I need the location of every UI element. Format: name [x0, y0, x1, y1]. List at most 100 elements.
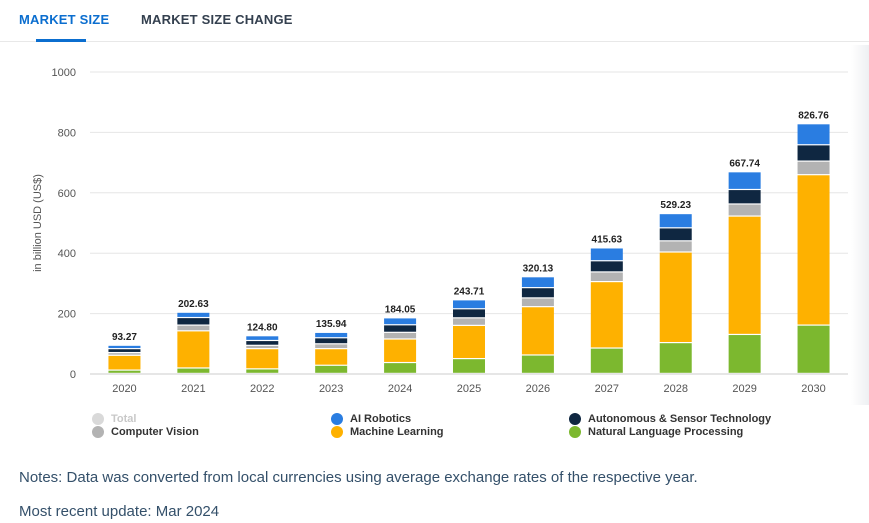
- bar-stack-2024[interactable]: [384, 318, 417, 373]
- bar-segment[interactable]: [797, 124, 830, 145]
- bar-segment[interactable]: [590, 348, 623, 373]
- bar-segment[interactable]: [590, 272, 623, 281]
- bar-segment[interactable]: [797, 175, 830, 325]
- y-axis-ticks: 0 200 400 600 800 1000: [52, 67, 76, 381]
- legend-item-total[interactable]: Total: [92, 413, 136, 425]
- legend-label: Computer Vision: [111, 426, 199, 438]
- x-tick-label: 2020: [112, 383, 136, 395]
- bars: 93.27 202.63 124.80 135.94 184.05 243.71 320.1…: [108, 110, 830, 373]
- legend-item-autonomous-sensor[interactable]: Autonomous & Sensor Technology: [569, 413, 771, 425]
- bar-segment[interactable]: [384, 325, 417, 332]
- legend-item-computer-vision[interactable]: Computer Vision: [92, 426, 199, 438]
- bar-segment[interactable]: [108, 355, 141, 370]
- x-axis-ticks: 2020 2021 2022 2023 2024 2025 2026 2027 2028 2029…: [112, 383, 826, 395]
- bar-segment[interactable]: [108, 353, 141, 355]
- bar-total-label: 135.94: [316, 319, 347, 330]
- bar-segment[interactable]: [315, 344, 348, 349]
- y-tick-label: 0: [70, 369, 76, 381]
- bar-segment[interactable]: [384, 363, 417, 373]
- bar-segment[interactable]: [521, 277, 554, 288]
- legend-dot-icon: [331, 426, 343, 438]
- bar-segment[interactable]: [108, 370, 141, 373]
- bar-segment[interactable]: [728, 335, 761, 373]
- bar-segment[interactable]: [797, 145, 830, 161]
- bar-stack-2023[interactable]: [315, 332, 348, 373]
- legend-label: AI Robotics: [350, 413, 412, 425]
- bar-stack-2021[interactable]: [177, 312, 210, 373]
- bar-segment[interactable]: [108, 349, 141, 352]
- bar-stack-2029[interactable]: [728, 172, 761, 373]
- bar-segment[interactable]: [453, 318, 485, 325]
- tab-market-size[interactable]: MARKET SIZE: [19, 12, 110, 27]
- bar-stack-2028[interactable]: [659, 214, 692, 373]
- tab-market-size-change[interactable]: MARKET SIZE CHANGE: [141, 12, 293, 27]
- bar-segment[interactable]: [659, 228, 692, 241]
- bar-segment[interactable]: [315, 332, 348, 338]
- legend-item-ai-robotics[interactable]: AI Robotics: [331, 413, 411, 425]
- bar-segment[interactable]: [659, 241, 692, 252]
- bar-segment[interactable]: [453, 309, 485, 318]
- bar-segment[interactable]: [797, 325, 830, 373]
- bar-segment[interactable]: [590, 261, 623, 272]
- active-tab-indicator: [36, 39, 86, 42]
- bar-segment[interactable]: [315, 338, 348, 344]
- bar-segment[interactable]: [246, 341, 279, 345]
- bar-total-label: 320.13: [523, 263, 554, 274]
- bar-segment[interactable]: [177, 312, 210, 317]
- bar-segment[interactable]: [384, 339, 417, 362]
- x-tick-label: 2030: [801, 383, 825, 395]
- x-tick-label: 2026: [526, 383, 550, 395]
- y-tick-label: 1000: [52, 67, 76, 79]
- bar-segment[interactable]: [797, 161, 830, 175]
- bar-segment[interactable]: [246, 336, 279, 340]
- bar-segment[interactable]: [659, 252, 692, 342]
- bar-segment[interactable]: [246, 349, 279, 369]
- x-tick-label: 2024: [388, 383, 412, 395]
- bar-segment[interactable]: [659, 343, 692, 373]
- bar-segment[interactable]: [728, 204, 761, 216]
- bar-segment[interactable]: [521, 307, 554, 355]
- bar-segment[interactable]: [246, 345, 279, 349]
- bar-segment[interactable]: [177, 368, 210, 373]
- bar-segment[interactable]: [659, 214, 692, 228]
- bar-segment[interactable]: [177, 325, 210, 331]
- legend-dot-icon: [569, 413, 581, 425]
- bar-segment[interactable]: [384, 332, 417, 339]
- bar-stack-2025[interactable]: [453, 300, 485, 373]
- bar-segment[interactable]: [384, 318, 417, 325]
- stacked-bar-chart: 0 200 400 600 800 1000 in billion USD (US$) 9…: [32, 67, 848, 395]
- bar-segment[interactable]: [521, 288, 554, 298]
- bar-segment[interactable]: [728, 216, 761, 334]
- legend-dot-icon: [569, 426, 581, 438]
- bar-segment[interactable]: [108, 345, 141, 349]
- bar-segment[interactable]: [315, 365, 348, 373]
- bar-segment[interactable]: [246, 369, 279, 373]
- bar-segment[interactable]: [521, 355, 554, 373]
- bar-total-label: 93.27: [112, 332, 137, 343]
- legend-item-machine-learning[interactable]: Machine Learning: [331, 426, 444, 438]
- bar-segment[interactable]: [453, 359, 485, 373]
- x-tick-label: 2029: [732, 383, 756, 395]
- bar-segment[interactable]: [590, 282, 623, 348]
- bar-segment[interactable]: [177, 331, 210, 368]
- bar-stack-2020[interactable]: [108, 345, 141, 373]
- x-tick-label: 2028: [663, 383, 687, 395]
- bar-segment[interactable]: [728, 172, 761, 189]
- x-tick-label: 2027: [595, 383, 619, 395]
- legend-label: Natural Language Processing: [588, 426, 744, 438]
- bar-segment[interactable]: [521, 298, 554, 307]
- x-tick-label: 2022: [250, 383, 274, 395]
- bar-segment[interactable]: [177, 318, 210, 325]
- bar-stack-2027[interactable]: [590, 248, 623, 373]
- bar-total-label: 124.80: [247, 322, 278, 333]
- legend-item-nlp[interactable]: Natural Language Processing: [569, 426, 743, 438]
- bar-segment[interactable]: [728, 190, 761, 204]
- bar-segment[interactable]: [590, 248, 623, 261]
- bar-segment[interactable]: [453, 300, 485, 309]
- bar-segment[interactable]: [453, 325, 485, 359]
- bar-segment[interactable]: [315, 349, 348, 365]
- y-tick-label: 600: [58, 188, 76, 200]
- bar-stack-2030[interactable]: [797, 124, 830, 373]
- bar-stack-2022[interactable]: [246, 336, 279, 373]
- bar-stack-2026[interactable]: [521, 277, 554, 373]
